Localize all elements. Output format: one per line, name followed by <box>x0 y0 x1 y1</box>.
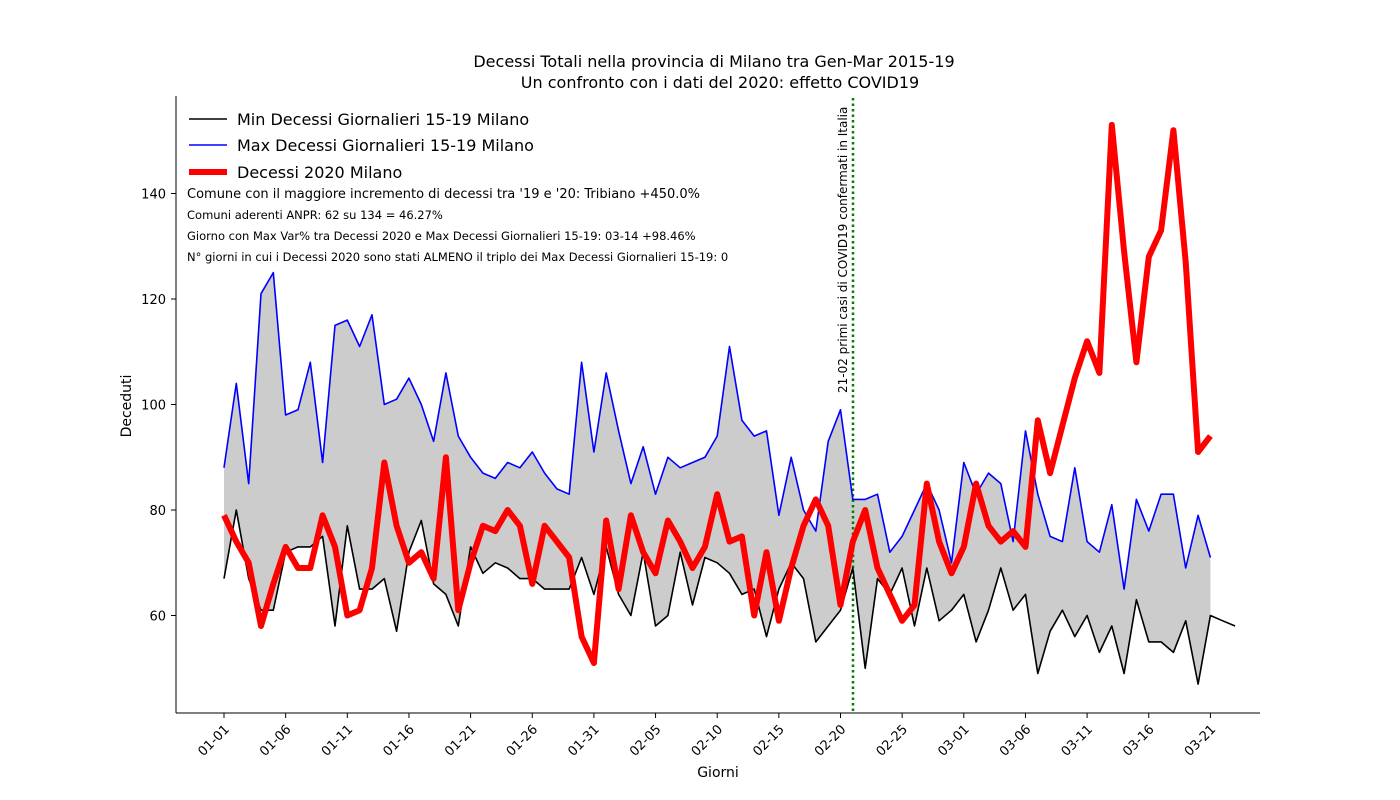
x-tick-label: 03-01 <box>935 722 972 759</box>
y-tick-label: 140 <box>141 188 166 203</box>
x-tick-label: 03-21 <box>1182 722 1219 759</box>
y-tick-label: 60 <box>149 610 166 625</box>
x-ticks: 01-01 01-06 01-11 01-16 01-21 01-26 01-31 02-05… <box>196 713 1219 760</box>
annotation-3: N° giorni in cui i Decessi 2020 sono sta… <box>187 250 728 264</box>
chart-title-line2: Un confronto con i dati del 2020: effett… <box>521 73 919 92</box>
x-tick-label: 01-01 <box>196 722 233 759</box>
y-axis-label: Deceduti <box>119 375 135 438</box>
y-tick-label: 80 <box>149 504 166 519</box>
x-tick-label: 02-10 <box>689 722 726 759</box>
annotation-1: Comuni aderenti ANPR: 62 su 134 = 46.27% <box>187 208 443 222</box>
series-line-2 <box>221 121 1213 666</box>
y-tick-label: 100 <box>141 399 166 414</box>
min-max-band <box>224 272 1211 685</box>
series-line-0 <box>223 509 1236 685</box>
series-line-1 <box>223 271 1212 590</box>
annotation-2: Giorno con Max Var% tra Decessi 2020 e M… <box>187 229 696 243</box>
chart-title-line1: Decessi Totali nella provincia di Milano… <box>473 52 954 71</box>
x-tick-label: 03-06 <box>997 722 1034 759</box>
x-tick-label: 01-16 <box>380 722 417 759</box>
y-ticks: 60 80 100 120 140 <box>141 188 176 625</box>
legend-label-1: Max Decessi Giornalieri 15-19 Milano <box>237 136 534 155</box>
x-tick-label: 02-20 <box>812 722 849 759</box>
annotation-0: Comune con il maggiore incremento di dec… <box>187 187 700 202</box>
x-tick-label: 02-05 <box>627 722 664 759</box>
legend: Min Decessi Giornalieri 15-19 Milano Max … <box>189 110 534 182</box>
series-lines <box>221 121 1236 685</box>
x-tick-label: 01-26 <box>504 722 541 759</box>
x-tick-label: 02-15 <box>750 722 787 759</box>
x-tick-label: 03-11 <box>1059 722 1096 759</box>
annotations: Comune con il maggiore incremento di dec… <box>187 187 728 264</box>
x-axis-label: Giorni <box>697 765 739 781</box>
covid-vline-label: 21-02 primi casi di COVID19 confermati i… <box>836 107 850 393</box>
x-tick-label: 03-16 <box>1120 722 1157 759</box>
band-polygon <box>224 272 1211 685</box>
x-tick-label: 01-11 <box>319 722 356 759</box>
x-tick-label: 01-31 <box>565 722 602 759</box>
covid-vline-group: 21-02 primi casi di COVID19 confermati i… <box>836 98 855 713</box>
legend-label-2: Decessi 2020 Milano <box>237 163 402 182</box>
x-tick-label: 02-25 <box>874 722 911 759</box>
x-tick-label: 01-21 <box>442 722 479 759</box>
legend-label-0: Min Decessi Giornalieri 15-19 Milano <box>237 110 529 129</box>
x-tick-label: 01-06 <box>257 722 294 759</box>
y-tick-label: 120 <box>141 293 166 308</box>
